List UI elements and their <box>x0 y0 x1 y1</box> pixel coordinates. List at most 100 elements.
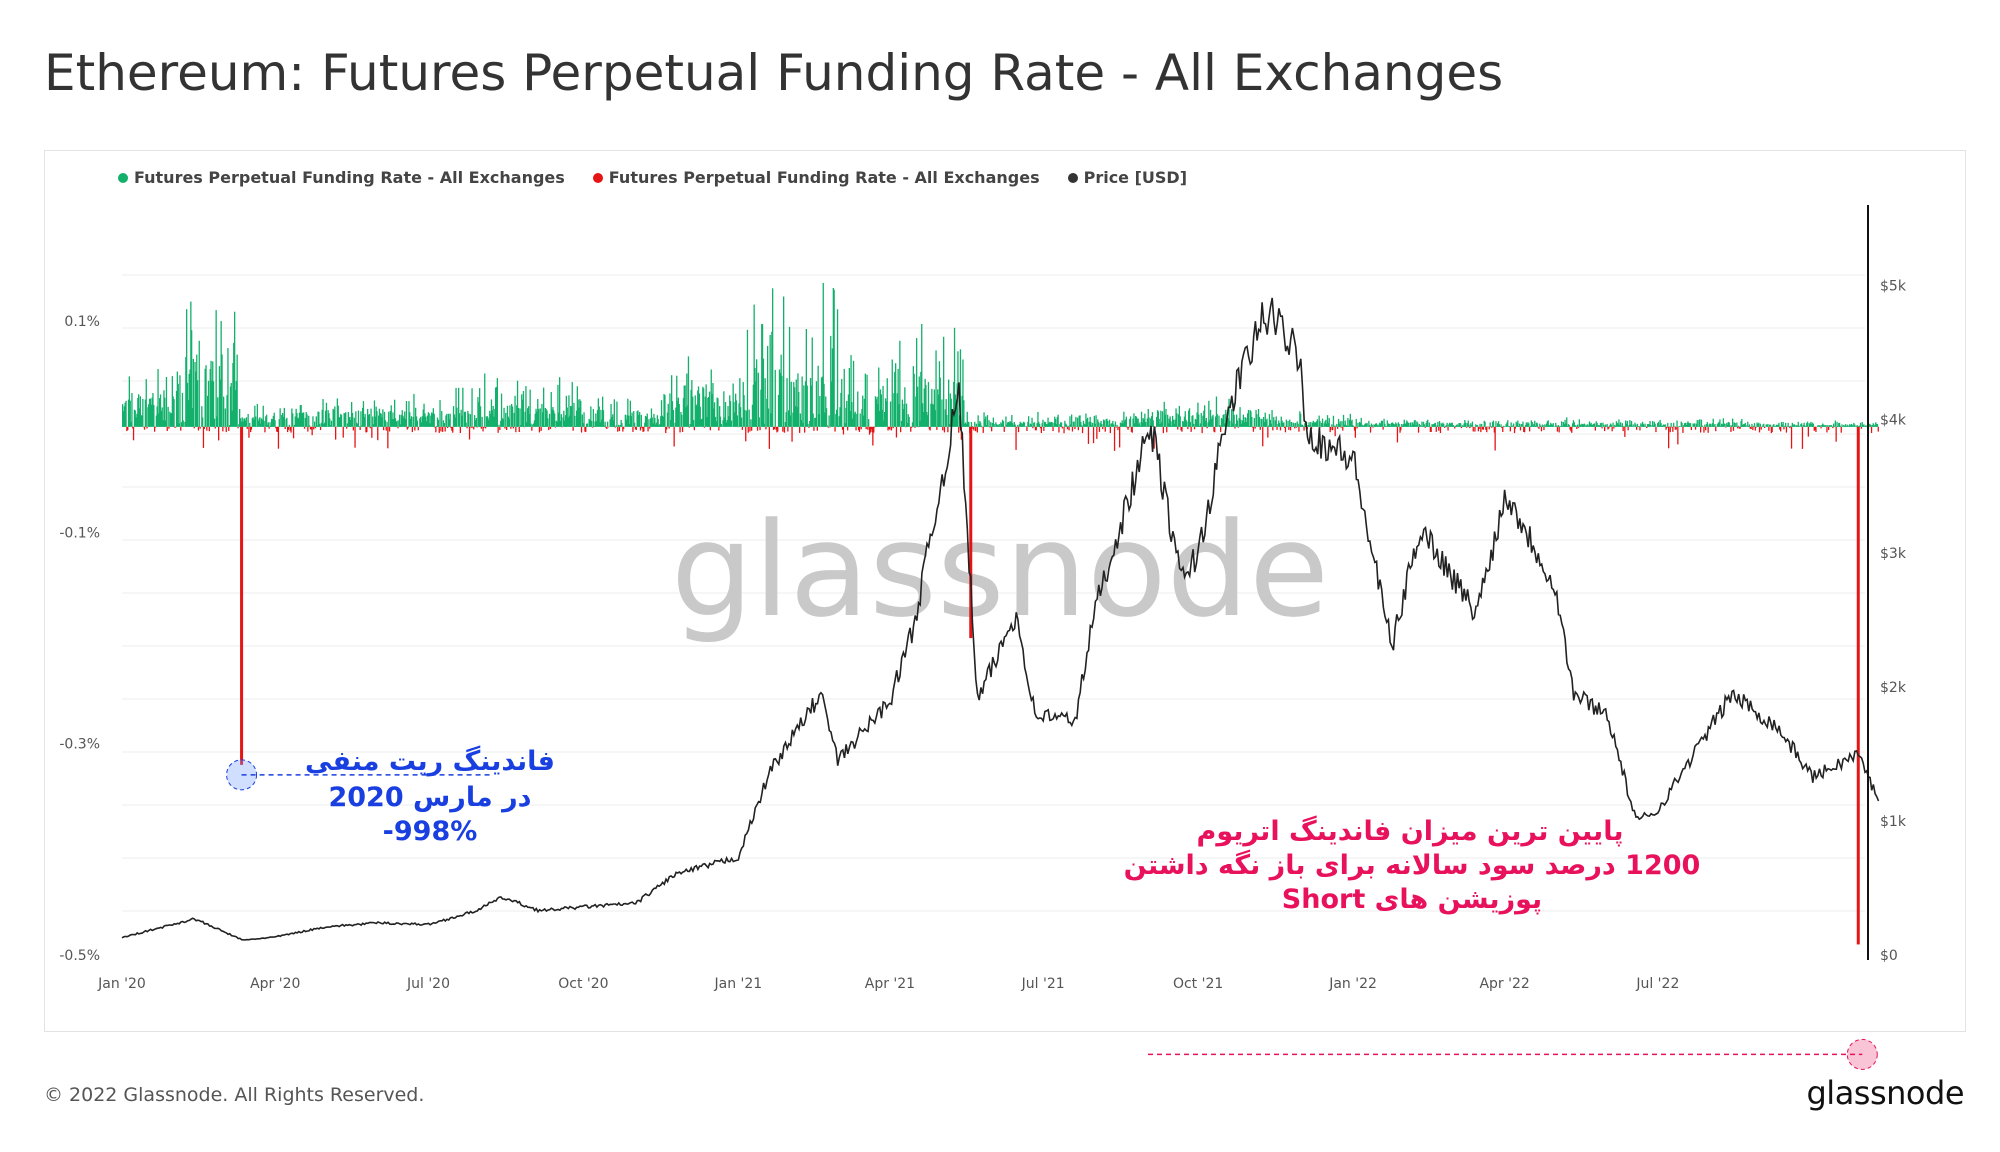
funding-bar <box>1412 422 1414 427</box>
funding-bar <box>754 367 756 427</box>
funding-bar <box>611 417 613 427</box>
legend-item-funding-positive[interactable]: Futures Perpetual Funding Rate - All Exc… <box>118 168 565 187</box>
funding-bar <box>1168 418 1170 427</box>
funding-bar <box>1399 426 1401 433</box>
funding-bar <box>378 415 380 427</box>
funding-bar <box>1657 421 1660 427</box>
funding-bar <box>1826 426 1828 433</box>
funding-bar <box>752 384 754 427</box>
funding-bar <box>291 408 293 427</box>
funding-bar <box>596 421 598 427</box>
funding-bar <box>1156 410 1159 427</box>
funding-bar <box>1126 426 1128 428</box>
funding-bar <box>1020 423 1022 427</box>
funding-bar <box>1524 425 1527 427</box>
glassnode-logo[interactable]: glassnode <box>1806 1074 1964 1112</box>
funding-bar <box>1029 423 1031 427</box>
funding-bar <box>1454 426 1456 429</box>
funding-bar <box>355 411 357 427</box>
funding-bar <box>426 421 428 427</box>
funding-bar <box>1545 425 1547 427</box>
funding-bar <box>517 407 520 427</box>
funding-bar <box>612 420 615 427</box>
funding-bar <box>566 407 568 427</box>
funding-bar <box>564 420 566 427</box>
annotation-text-pink: 1200 درصد سود سالانه برای باز نگه داشتن <box>1124 849 1701 881</box>
funding-bar <box>1454 425 1457 427</box>
funding-bar <box>749 426 751 432</box>
funding-bar <box>189 369 191 427</box>
funding-bar <box>1079 415 1081 427</box>
funding-bar <box>985 425 988 427</box>
funding-bar <box>1225 409 1227 427</box>
funding-bar <box>892 426 894 429</box>
funding-bar <box>265 416 267 427</box>
funding-bar <box>831 381 833 427</box>
funding-bar <box>1767 423 1769 427</box>
funding-bar <box>1753 425 1755 427</box>
funding-bar <box>523 426 525 428</box>
funding-bar <box>1847 425 1849 427</box>
funding-bar <box>1811 423 1813 427</box>
funding-bar <box>484 373 486 427</box>
funding-bar <box>1571 426 1573 433</box>
funding-bar <box>800 419 802 427</box>
funding-bar <box>1237 426 1239 428</box>
funding-bar <box>586 423 589 427</box>
funding-bar <box>1346 426 1348 427</box>
funding-bar <box>325 402 328 427</box>
funding-bar <box>468 413 470 427</box>
funding-bar <box>768 426 770 449</box>
funding-bar <box>681 414 683 427</box>
funding-bar <box>787 426 789 432</box>
funding-bar <box>414 426 416 431</box>
funding-bar <box>1381 420 1383 427</box>
legend-item-funding-negative[interactable]: Futures Perpetual Funding Rate - All Exc… <box>592 168 1040 187</box>
funding-bar <box>368 414 370 427</box>
funding-bar <box>629 400 631 427</box>
funding-bar <box>1064 420 1066 427</box>
funding-bar <box>1458 423 1460 427</box>
funding-bar <box>1173 424 1175 427</box>
funding-bar <box>594 421 596 427</box>
funding-bar <box>1704 424 1706 427</box>
funding-bar <box>1224 423 1226 427</box>
funding-bar <box>442 426 444 432</box>
funding-bar <box>1170 421 1172 427</box>
funding-bar <box>271 419 274 427</box>
funding-bar <box>452 406 455 427</box>
funding-bar <box>936 426 938 430</box>
funding-bar <box>1135 416 1137 427</box>
funding-bar <box>1731 425 1733 427</box>
funding-bar <box>349 416 351 427</box>
funding-bar <box>1004 426 1006 428</box>
funding-bar <box>1696 420 1698 427</box>
legend-item-price[interactable]: Price [USD] <box>1067 168 1187 187</box>
funding-bar <box>1368 420 1370 427</box>
funding-bar <box>159 398 161 427</box>
funding-bar <box>354 426 356 448</box>
funding-bar <box>1813 426 1815 431</box>
funding-bar <box>1525 422 1527 427</box>
funding-bar <box>1011 415 1013 427</box>
funding-bar <box>1513 426 1516 434</box>
funding-bar <box>1331 424 1333 427</box>
funding-bar <box>1172 415 1174 427</box>
funding-bar <box>925 384 927 427</box>
funding-bar <box>1579 424 1581 427</box>
funding-bar <box>1838 422 1841 427</box>
funding-bar <box>163 390 165 427</box>
funding-bar <box>495 387 498 427</box>
funding-bar <box>1420 426 1422 427</box>
funding-bar <box>1740 421 1742 427</box>
funding-bar <box>254 405 256 427</box>
funding-bar <box>131 393 133 427</box>
funding-bar <box>1503 426 1506 427</box>
funding-bar <box>1097 421 1100 427</box>
funding-bar <box>475 418 477 427</box>
funding-bar <box>511 404 513 427</box>
funding-bar <box>992 417 994 427</box>
funding-bar <box>873 426 876 428</box>
funding-bar <box>1044 421 1046 427</box>
funding-bar <box>1384 423 1386 427</box>
